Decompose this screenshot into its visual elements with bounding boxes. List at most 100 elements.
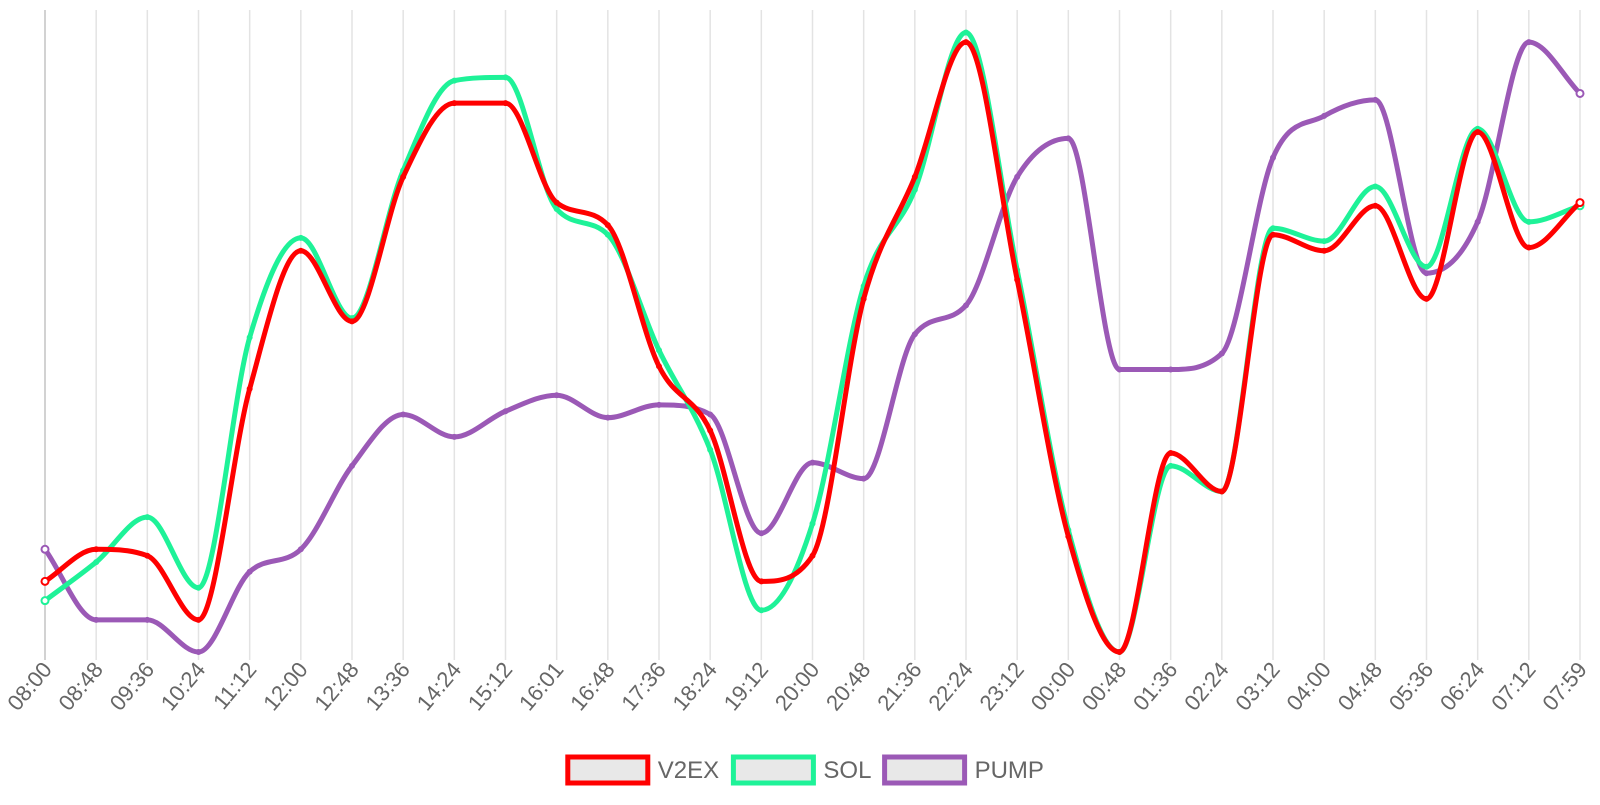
data-point[interactable] — [1167, 462, 1174, 469]
data-point[interactable] — [1167, 366, 1174, 373]
data-point[interactable] — [93, 559, 100, 566]
x-tick-label: 07:12 — [1486, 657, 1541, 715]
data-point[interactable] — [195, 616, 202, 623]
data-point[interactable] — [1525, 244, 1532, 251]
data-point[interactable] — [297, 234, 304, 241]
data-point[interactable] — [809, 459, 816, 466]
data-point[interactable] — [1167, 449, 1174, 456]
data-point[interactable] — [40, 576, 50, 586]
data-point[interactable] — [93, 546, 100, 553]
data-point[interactable] — [963, 29, 969, 36]
data-point[interactable] — [451, 100, 458, 107]
legend-item-pump[interactable]: PUMP — [882, 754, 1044, 786]
data-point[interactable] — [400, 173, 407, 180]
data-point[interactable] — [1270, 231, 1276, 238]
data-point[interactable] — [502, 100, 509, 107]
x-tick-label: 08:00 — [2, 657, 57, 715]
data-point[interactable] — [1065, 135, 1072, 142]
data-point[interactable] — [1474, 218, 1481, 225]
series-pump — [40, 39, 1585, 655]
data-point[interactable] — [1423, 270, 1430, 277]
data-point[interactable] — [1372, 183, 1379, 190]
x-tick-label: 11:12 — [208, 657, 261, 714]
x-tick-label: 00:00 — [1026, 657, 1081, 715]
data-point[interactable] — [246, 385, 253, 392]
data-point[interactable] — [1116, 649, 1123, 655]
series-v2ex — [40, 39, 1585, 655]
legend-label: V2EX — [658, 757, 719, 784]
x-tick-label: 19:12 — [719, 657, 774, 715]
data-point[interactable] — [1218, 488, 1225, 495]
x-tick-label: 01:36 — [1128, 657, 1183, 715]
legend-item-sol[interactable]: SOL — [730, 754, 871, 786]
data-point[interactable] — [349, 318, 355, 325]
data-point[interactable] — [144, 552, 151, 559]
data-point[interactable] — [553, 392, 560, 399]
x-tick-label: 15:12 — [463, 657, 518, 715]
data-point[interactable] — [707, 411, 714, 418]
data-point[interactable] — [1065, 533, 1072, 540]
data-point[interactable] — [1423, 295, 1430, 302]
data-point[interactable] — [195, 584, 202, 591]
data-point[interactable] — [195, 649, 202, 655]
data-point[interactable] — [1270, 225, 1276, 232]
data-point[interactable] — [963, 39, 969, 46]
data-point[interactable] — [1321, 238, 1328, 245]
data-point[interactable] — [1270, 154, 1276, 161]
data-point[interactable] — [1372, 96, 1379, 103]
data-point[interactable] — [1014, 276, 1021, 283]
data-point[interactable] — [1575, 198, 1585, 208]
data-point[interactable] — [656, 347, 662, 354]
data-point[interactable] — [860, 475, 867, 482]
data-point[interactable] — [93, 616, 100, 623]
data-point[interactable] — [246, 568, 253, 575]
data-point[interactable] — [1372, 202, 1379, 209]
data-point[interactable] — [758, 578, 765, 585]
data-point[interactable] — [297, 546, 304, 553]
data-point[interactable] — [963, 302, 969, 309]
data-point[interactable] — [1321, 112, 1328, 119]
data-point[interactable] — [656, 401, 662, 408]
data-point[interactable] — [502, 74, 509, 81]
legend-swatch — [565, 754, 651, 786]
data-point[interactable] — [911, 186, 918, 193]
data-point[interactable] — [1014, 173, 1021, 180]
data-point[interactable] — [349, 462, 355, 469]
data-point[interactable] — [707, 446, 714, 453]
data-point[interactable] — [1525, 39, 1532, 46]
series-line-pump — [42, 39, 1583, 655]
data-point[interactable] — [911, 331, 918, 338]
data-point[interactable] — [758, 530, 765, 537]
data-point[interactable] — [502, 408, 509, 415]
data-point[interactable] — [809, 520, 816, 527]
data-point[interactable] — [809, 552, 816, 559]
data-point[interactable] — [553, 206, 560, 213]
data-point[interactable] — [604, 414, 611, 421]
data-point[interactable] — [1116, 366, 1123, 373]
data-point[interactable] — [604, 222, 611, 229]
data-point[interactable] — [144, 514, 151, 521]
data-point[interactable] — [144, 616, 151, 623]
data-point[interactable] — [1218, 350, 1225, 357]
data-point[interactable] — [40, 544, 50, 554]
data-point[interactable] — [604, 231, 611, 238]
data-point[interactable] — [656, 363, 662, 370]
data-point[interactable] — [40, 596, 50, 606]
data-point[interactable] — [1575, 88, 1585, 98]
data-point[interactable] — [1423, 263, 1430, 270]
data-point[interactable] — [451, 77, 458, 84]
data-point[interactable] — [246, 334, 253, 341]
legend-item-v2ex[interactable]: V2EX — [565, 754, 719, 786]
data-point[interactable] — [911, 173, 918, 180]
series-layer — [40, 29, 1585, 655]
data-point[interactable] — [1525, 218, 1532, 225]
data-point[interactable] — [707, 427, 714, 434]
data-point[interactable] — [758, 607, 765, 614]
data-point[interactable] — [297, 247, 304, 254]
data-point[interactable] — [1321, 247, 1328, 254]
data-point[interactable] — [451, 433, 458, 440]
data-point[interactable] — [860, 295, 867, 302]
data-point[interactable] — [553, 199, 560, 206]
data-point[interactable] — [1474, 128, 1481, 135]
data-point[interactable] — [400, 411, 407, 418]
